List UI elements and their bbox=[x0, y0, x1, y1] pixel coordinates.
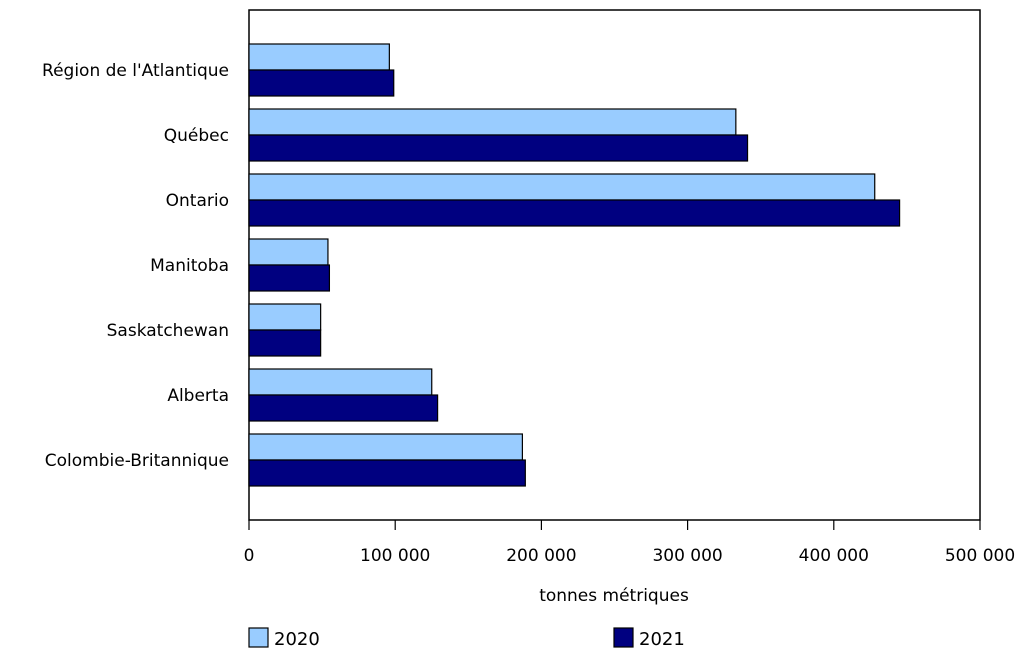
category-labels: Région de l'Atlantique Québec Ontario Manit… bbox=[42, 61, 229, 471]
x-tick-label-4: 400 000 bbox=[799, 546, 869, 566]
category-label-0: Région de l'Atlantique bbox=[42, 61, 229, 81]
bar-2020-0 bbox=[248, 43, 390, 71]
x-axis-ticks: 0 100 000 200 000 300 000 400 000 500 000 bbox=[244, 520, 1015, 566]
bar-2021-5 bbox=[248, 394, 439, 422]
bar-2020-4 bbox=[248, 303, 322, 331]
bar-2020-6 bbox=[248, 433, 523, 461]
legend-swatch-2021 bbox=[613, 627, 634, 648]
bar-2020-1 bbox=[248, 108, 737, 136]
bar-2021-0 bbox=[248, 69, 395, 97]
legend-swatch-2020 bbox=[248, 627, 269, 648]
legend-label-2021: 2021 bbox=[639, 629, 685, 650]
category-label-1: Québec bbox=[164, 126, 229, 146]
legend-label-2020: 2020 bbox=[274, 629, 320, 650]
category-label-4: Saskatchewan bbox=[107, 321, 229, 341]
bar-2021-6 bbox=[248, 459, 526, 487]
x-tick-label-5: 500 000 bbox=[945, 546, 1015, 566]
bar-2021-1 bbox=[248, 134, 749, 162]
legend: 2020 2021 bbox=[248, 627, 685, 650]
x-tick-label-0: 0 bbox=[244, 546, 255, 566]
bar-2021-2 bbox=[248, 199, 901, 227]
bar-2021-4 bbox=[248, 329, 322, 357]
x-axis-title: tonnes métriques bbox=[539, 586, 689, 606]
x-tick-label-2: 200 000 bbox=[506, 546, 576, 566]
category-label-6: Colombie-Britannique bbox=[45, 451, 229, 471]
bar-2020-2 bbox=[248, 173, 876, 201]
x-tick-label-3: 300 000 bbox=[652, 546, 722, 566]
bar-2020-3 bbox=[248, 238, 329, 266]
x-tick-label-1: 100 000 bbox=[360, 546, 430, 566]
bar-2020-5 bbox=[248, 368, 433, 396]
bar-2021-3 bbox=[248, 264, 331, 292]
category-label-2: Ontario bbox=[166, 191, 229, 211]
category-label-3: Manitoba bbox=[150, 256, 229, 276]
bars-group bbox=[248, 43, 901, 487]
category-label-5: Alberta bbox=[167, 386, 229, 406]
